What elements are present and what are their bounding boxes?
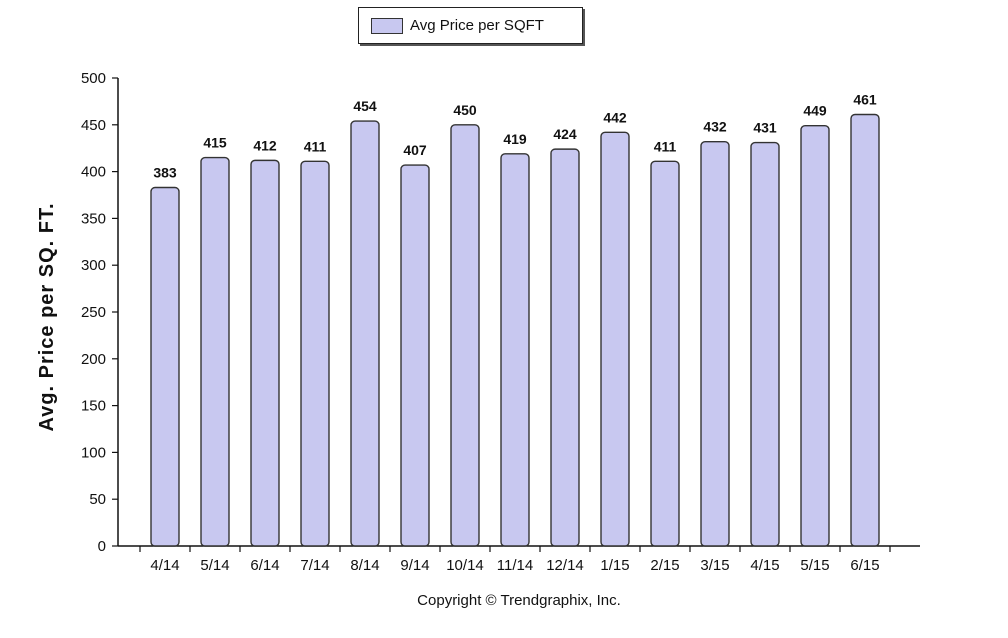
bar-value-label: 407 (403, 142, 427, 158)
y-tick-label: 0 (98, 538, 106, 555)
x-tick-label: 10/14 (446, 557, 484, 574)
legend-swatch (371, 17, 403, 34)
bar (200, 156, 230, 547)
y-tick-label: 500 (81, 70, 106, 87)
y-tick-label: 300 (81, 257, 106, 274)
y-tick-label: 100 (81, 444, 106, 461)
x-tick-label: 2/15 (650, 557, 679, 574)
x-tick-label: 4/15 (750, 557, 779, 574)
legend-label: Avg Price per SQFT (410, 17, 544, 34)
bar (150, 186, 180, 547)
bar-value-label: 412 (253, 137, 277, 153)
x-tick-label: 6/15 (850, 557, 879, 574)
bar (450, 124, 480, 547)
x-tick-label: 5/14 (200, 557, 229, 574)
x-tick-label: 1/15 (600, 557, 629, 574)
y-tick-label: 150 (81, 398, 106, 415)
bar-value-label: 454 (353, 98, 377, 114)
bar (400, 164, 430, 547)
x-tick-label: 4/14 (150, 557, 179, 574)
bar-value-label: 431 (753, 120, 777, 136)
bar (850, 113, 880, 547)
bar-value-label: 411 (304, 138, 327, 154)
bar (650, 160, 680, 547)
x-tick-label: 9/14 (400, 557, 429, 574)
copyright-text: Copyright © Trendgraphix, Inc. (417, 592, 621, 609)
value-labels: 383 415 412 411 454 407 450 419 424 442 411 432 431 4… (153, 92, 877, 181)
y-tick-label: 200 (81, 351, 106, 368)
legend: Avg Price per SQFT (358, 7, 583, 44)
x-tick-label: 3/15 (700, 557, 729, 574)
x-tick-label: 7/14 (300, 557, 329, 574)
bar-value-label: 450 (453, 102, 477, 118)
bar-value-label: 449 (803, 103, 827, 119)
x-tick-label: 12/14 (546, 557, 584, 574)
bar-value-label: 415 (203, 135, 227, 151)
bar (800, 125, 830, 547)
bar (700, 140, 730, 547)
bar (600, 131, 630, 547)
bar-value-label: 424 (553, 126, 577, 142)
y-tick-label: 450 (81, 117, 106, 134)
bar (500, 153, 530, 547)
bar-value-label: 432 (703, 119, 727, 135)
x-tick-label: 5/15 (800, 557, 829, 574)
x-tick-label: 6/14 (250, 557, 279, 574)
y-tick-label: 50 (89, 491, 106, 508)
bars (150, 113, 880, 547)
x-axis: 4/14 5/14 6/14 7/14 8/14 9/14 10/14 11/14 12/14 1… (118, 545, 920, 574)
bar (750, 141, 780, 547)
x-tick-label: 8/14 (350, 557, 379, 574)
bar-value-label: 419 (503, 131, 527, 147)
bar (300, 160, 330, 547)
bar (350, 120, 380, 547)
x-tick-label: 11/14 (497, 557, 533, 574)
bar-value-label: 411 (654, 138, 677, 154)
y-tick-label: 400 (81, 164, 106, 181)
bar-value-label: 442 (603, 109, 627, 125)
bar (550, 148, 580, 547)
bar (250, 159, 280, 547)
bar-value-label: 383 (153, 165, 177, 181)
y-tick-label: 350 (81, 210, 106, 227)
bar-value-label: 461 (853, 92, 877, 108)
y-axis-title: Avg. Price per SQ. FT. (36, 202, 58, 431)
y-axis: 0 50 100 150 200 250 300 350 400 450 500 (81, 70, 119, 555)
y-tick-label: 250 (81, 304, 106, 321)
